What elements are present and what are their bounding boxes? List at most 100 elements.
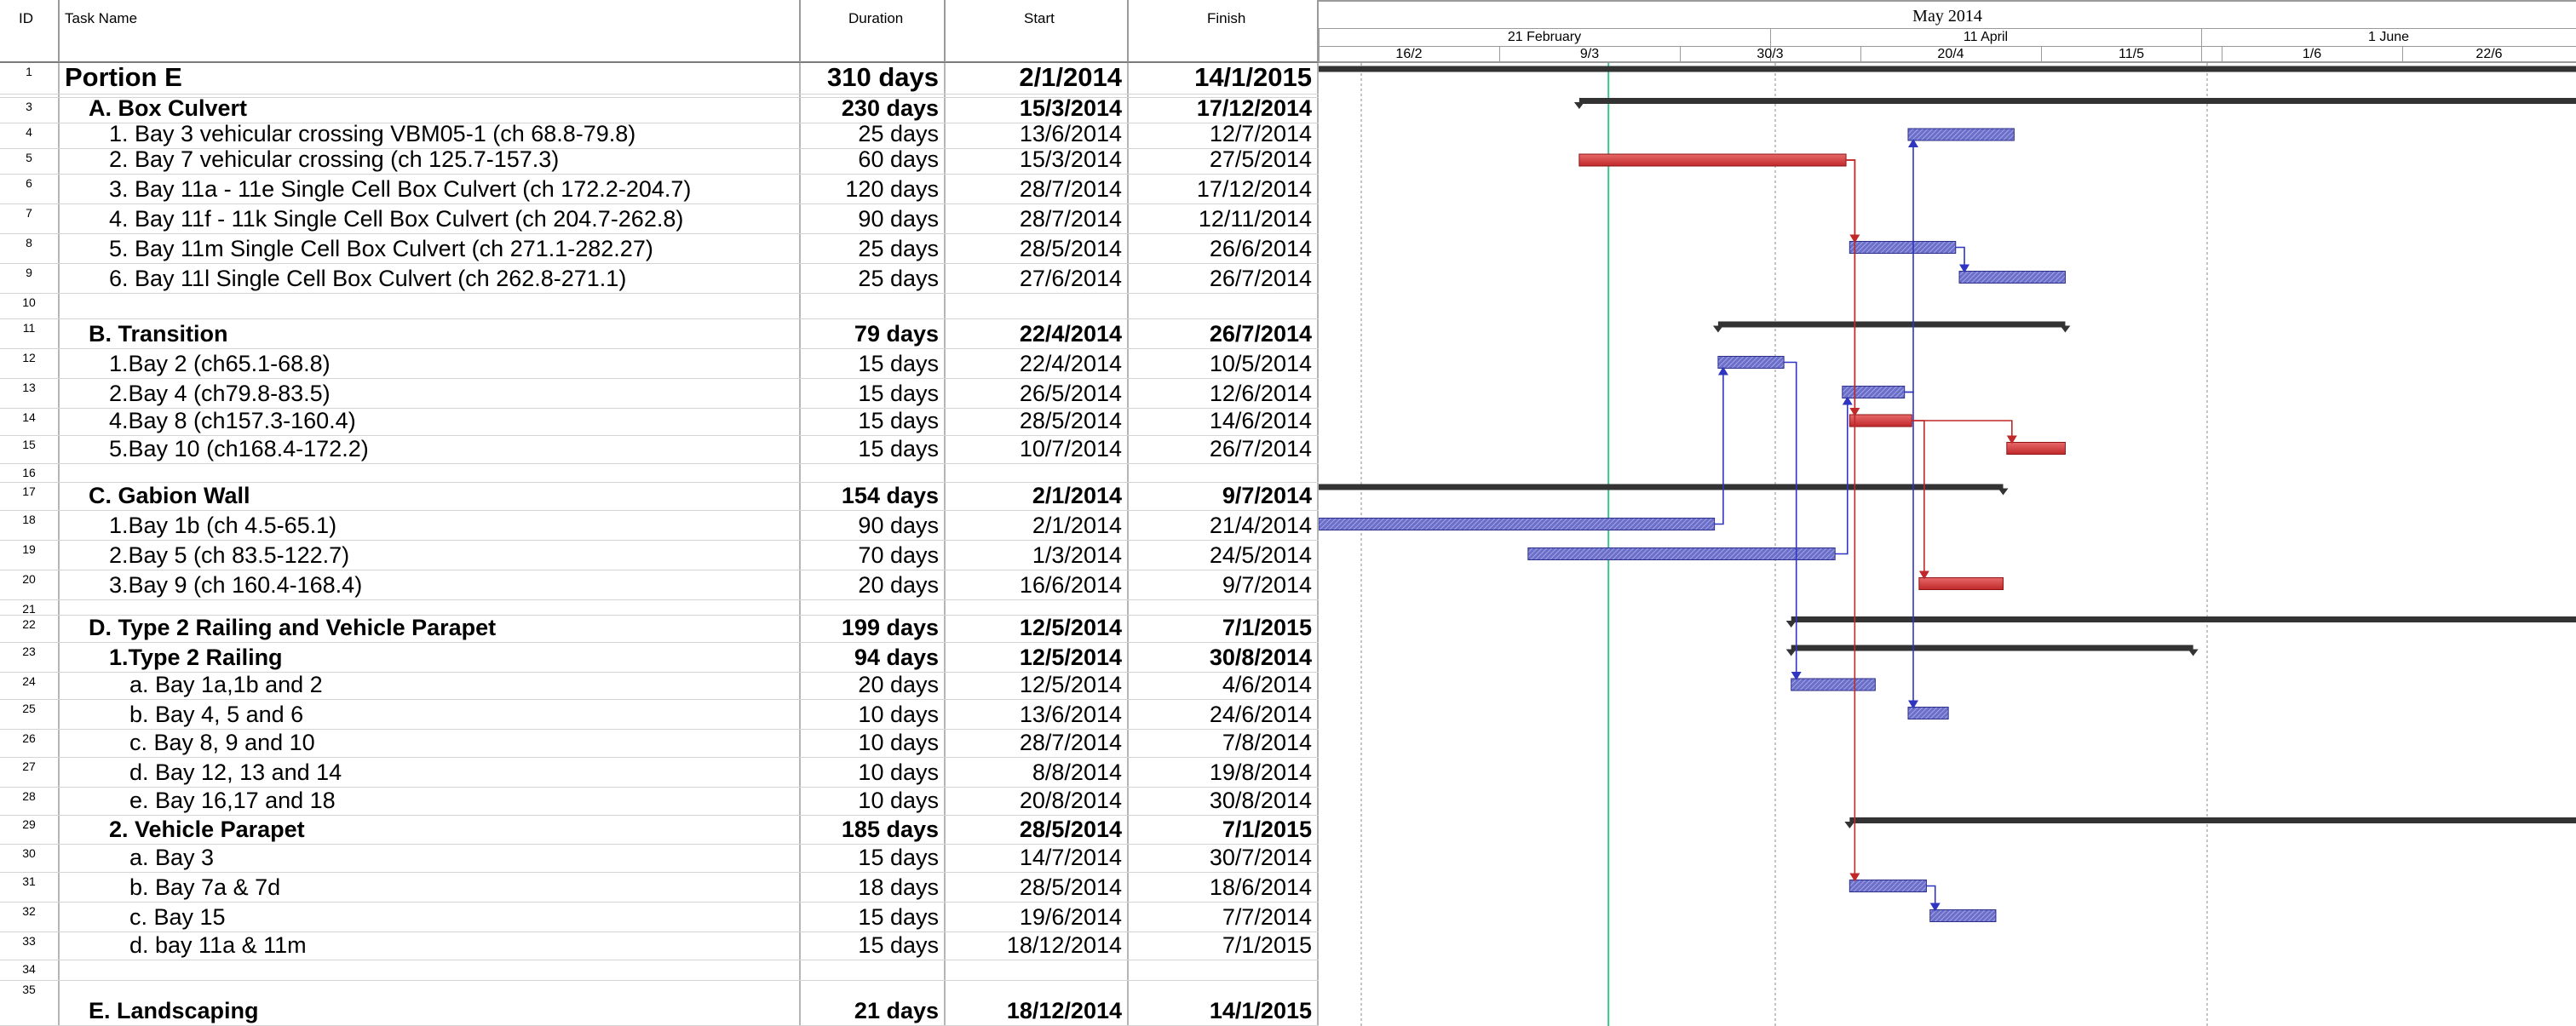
- task-duration[interactable]: 15 days: [801, 379, 946, 408]
- task-row[interactable]: 2: [0, 95, 1319, 98]
- task-name[interactable]: C. Gabion Wall: [60, 483, 801, 510]
- task-duration[interactable]: 10 days: [801, 730, 946, 757]
- task-row[interactable]: 9 6. Bay 11l Single Cell Box Culvert (ch …: [0, 264, 1319, 294]
- task-row[interactable]: 35 E. Landscaping 21 days 18/12/2014 14/1/20…: [0, 981, 1319, 1026]
- task-finish[interactable]: 9/7/2014: [1129, 570, 1319, 599]
- task-duration[interactable]: 18 days: [801, 873, 946, 902]
- task-start[interactable]: 8/8/2014: [946, 758, 1129, 787]
- task-finish[interactable]: 26/7/2014: [1129, 436, 1319, 463]
- task-duration[interactable]: 70 days: [801, 541, 946, 570]
- task-id[interactable]: 3: [0, 98, 60, 123]
- task-duration[interactable]: 94 days: [801, 643, 946, 672]
- task-name[interactable]: [60, 464, 801, 482]
- task-row[interactable]: 26 c. Bay 8, 9 and 10 10 days 28/7/2014 7/8/…: [0, 730, 1319, 758]
- task-duration[interactable]: [801, 600, 946, 615]
- task-finish[interactable]: 27/5/2014: [1129, 149, 1319, 174]
- task-id[interactable]: 21: [0, 600, 60, 615]
- task-row[interactable]: 4 1. Bay 3 vehicular crossing VBM05-1 (ch…: [0, 123, 1319, 149]
- task-name[interactable]: 5. Bay 11m Single Cell Box Culvert (ch 2…: [60, 234, 801, 263]
- task-start[interactable]: 19/6/2014: [946, 903, 1129, 931]
- task-id[interactable]: 28: [0, 788, 60, 815]
- task-name[interactable]: E. Landscaping: [60, 981, 801, 1025]
- task-row[interactable]: 32 c. Bay 15 15 days 19/6/2014 7/7/2014: [0, 903, 1319, 932]
- task-row[interactable]: 5 2. Bay 7 vehicular crossing (ch 125.7-1…: [0, 149, 1319, 175]
- task-start[interactable]: 2/1/2014: [946, 511, 1129, 540]
- task-finish[interactable]: 7/1/2015: [1129, 816, 1319, 844]
- task-name[interactable]: 2. Bay 7 vehicular crossing (ch 125.7-15…: [60, 149, 801, 174]
- task-name[interactable]: A. Box Culvert: [60, 98, 801, 123]
- task-duration[interactable]: 60 days: [801, 149, 946, 174]
- task-duration[interactable]: 10 days: [801, 788, 946, 815]
- task-name[interactable]: 1.Bay 2 (ch65.1-68.8): [60, 349, 801, 378]
- task-row[interactable]: 14 4.Bay 8 (ch157.3-160.4) 15 days 28/5/201…: [0, 409, 1319, 436]
- task-finish[interactable]: 7/1/2015: [1129, 616, 1319, 642]
- column-header-finish[interactable]: Finish: [1129, 0, 1319, 63]
- task-duration[interactable]: 185 days: [801, 816, 946, 844]
- task-start[interactable]: 16/6/2014: [946, 570, 1129, 599]
- task-name[interactable]: d. bay 11a & 11m: [60, 932, 801, 960]
- task-id[interactable]: 11: [0, 319, 60, 348]
- task-row[interactable]: 29 2. Vehicle Parapet 185 days 28/5/2014 7/1…: [0, 816, 1319, 845]
- task-finish[interactable]: [1129, 294, 1319, 318]
- task-row[interactable]: 10: [0, 294, 1319, 319]
- task-id[interactable]: 5: [0, 149, 60, 174]
- task-duration[interactable]: 21 days: [801, 981, 946, 1025]
- task-name[interactable]: e. Bay 16,17 and 18: [60, 788, 801, 815]
- task-name[interactable]: 3.Bay 9 (ch 160.4-168.4): [60, 570, 801, 599]
- task-start[interactable]: 13/6/2014: [946, 123, 1129, 148]
- task-name[interactable]: [60, 294, 801, 318]
- task-duration[interactable]: 15 days: [801, 409, 946, 435]
- task-id[interactable]: 24: [0, 673, 60, 699]
- task-start[interactable]: 27/6/2014: [946, 264, 1129, 293]
- column-header-task-name[interactable]: Task Name: [60, 0, 801, 63]
- task-id[interactable]: 12: [0, 349, 60, 378]
- task-row[interactable]: 23 1.Type 2 Railing 94 days 12/5/2014 30/8/2…: [0, 643, 1319, 673]
- task-start[interactable]: 10/7/2014: [946, 436, 1129, 463]
- task-id[interactable]: 35: [0, 981, 60, 1025]
- task-start[interactable]: 12/5/2014: [946, 673, 1129, 699]
- task-id[interactable]: 18: [0, 511, 60, 540]
- task-row[interactable]: 31 b. Bay 7a & 7d 18 days 28/5/2014 18/6/201…: [0, 873, 1319, 903]
- task-name[interactable]: 4. Bay 11f - 11k Single Cell Box Culvert…: [60, 204, 801, 233]
- task-id[interactable]: 34: [0, 960, 60, 980]
- task-duration[interactable]: 15 days: [801, 932, 946, 960]
- task-start[interactable]: 18/12/2014: [946, 981, 1129, 1025]
- task-finish[interactable]: [1129, 600, 1319, 615]
- task-row[interactable]: 3 A. Box Culvert 230 days 15/3/2014 17/12/20…: [0, 98, 1319, 123]
- task-duration[interactable]: 15 days: [801, 845, 946, 872]
- task-name[interactable]: [60, 95, 801, 97]
- task-duration[interactable]: 10 days: [801, 700, 946, 729]
- task-row[interactable]: 25 b. Bay 4, 5 and 6 10 days 13/6/2014 24/6/…: [0, 700, 1319, 730]
- task-row[interactable]: 7 4. Bay 11f - 11k Single Cell Box Culver…: [0, 204, 1319, 234]
- task-finish[interactable]: 26/7/2014: [1129, 264, 1319, 293]
- task-duration[interactable]: 230 days: [801, 98, 946, 123]
- task-duration[interactable]: 25 days: [801, 234, 946, 263]
- task-name[interactable]: a. Bay 1a,1b and 2: [60, 673, 801, 699]
- task-start[interactable]: [946, 600, 1129, 615]
- task-row[interactable]: 13 2.Bay 4 (ch79.8-83.5) 15 days 26/5/2014 1…: [0, 379, 1319, 409]
- task-start[interactable]: 15/3/2014: [946, 149, 1129, 174]
- column-header-start[interactable]: Start: [946, 0, 1129, 63]
- task-row[interactable]: 20 3.Bay 9 (ch 160.4-168.4) 20 days 16/6/20…: [0, 570, 1319, 600]
- task-row[interactable]: 8 5. Bay 11m Single Cell Box Culvert (ch …: [0, 234, 1319, 264]
- task-finish[interactable]: 19/8/2014: [1129, 758, 1319, 787]
- task-name[interactable]: [60, 960, 801, 980]
- task-name[interactable]: 3. Bay 11a - 11e Single Cell Box Culvert…: [60, 175, 801, 203]
- column-header-id[interactable]: ID: [0, 0, 60, 63]
- task-finish[interactable]: 9/7/2014: [1129, 483, 1319, 510]
- task-name[interactable]: 2.Bay 4 (ch79.8-83.5): [60, 379, 801, 408]
- task-duration[interactable]: 15 days: [801, 436, 946, 463]
- task-finish[interactable]: 30/8/2014: [1129, 643, 1319, 672]
- task-start[interactable]: 14/7/2014: [946, 845, 1129, 872]
- task-name[interactable]: 5.Bay 10 (ch168.4-172.2): [60, 436, 801, 463]
- task-duration[interactable]: [801, 960, 946, 980]
- task-start[interactable]: 2/1/2014: [946, 483, 1129, 510]
- task-finish[interactable]: 14/1/2015: [1129, 63, 1319, 94]
- task-id[interactable]: 6: [0, 175, 60, 203]
- task-finish[interactable]: [1129, 960, 1319, 980]
- task-row[interactable]: 27 d. Bay 12, 13 and 14 10 days 8/8/2014 19/…: [0, 758, 1319, 788]
- task-name[interactable]: 2. Vehicle Parapet: [60, 816, 801, 844]
- task-row[interactable]: 1 Portion E 310 days 2/1/2014 14/1/2015: [0, 63, 1319, 95]
- task-duration[interactable]: 15 days: [801, 349, 946, 378]
- task-name[interactable]: 1.Bay 1b (ch 4.5-65.1): [60, 511, 801, 540]
